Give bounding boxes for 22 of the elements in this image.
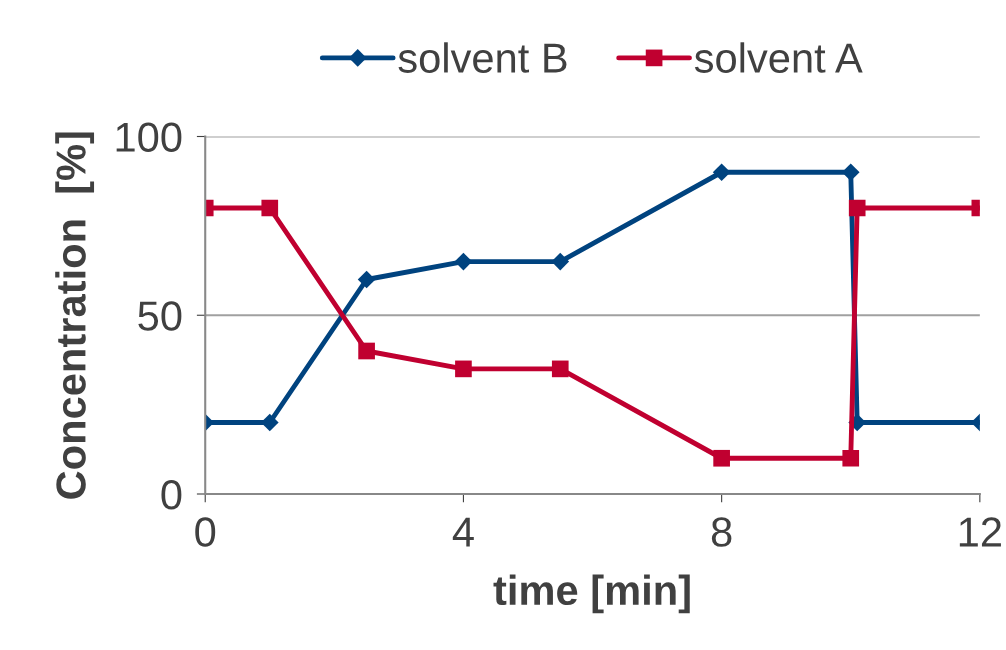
x-axis-title: time [min] xyxy=(493,574,690,614)
y-tick-label: 100 xyxy=(116,122,182,153)
legend-label: solvent B xyxy=(398,42,567,73)
point xyxy=(455,360,472,378)
y-tick-label: 0 xyxy=(161,480,182,510)
point xyxy=(848,199,866,217)
point xyxy=(358,342,375,360)
point xyxy=(551,252,570,271)
point xyxy=(842,449,860,467)
point xyxy=(712,163,731,182)
y-axis-title: Concentration [%] xyxy=(55,132,95,499)
point xyxy=(261,199,279,217)
y-tick-label: 50 xyxy=(138,301,182,331)
point xyxy=(357,270,376,289)
point xyxy=(454,252,473,271)
x-tick-label: 12 xyxy=(959,517,1001,547)
x-tick-label: 8 xyxy=(711,517,732,547)
x-tick-label: 4 xyxy=(452,517,474,547)
point xyxy=(713,449,730,467)
x-tick-label: 0 xyxy=(195,517,216,547)
legend-label: solvent A xyxy=(694,42,863,73)
point xyxy=(551,360,569,378)
